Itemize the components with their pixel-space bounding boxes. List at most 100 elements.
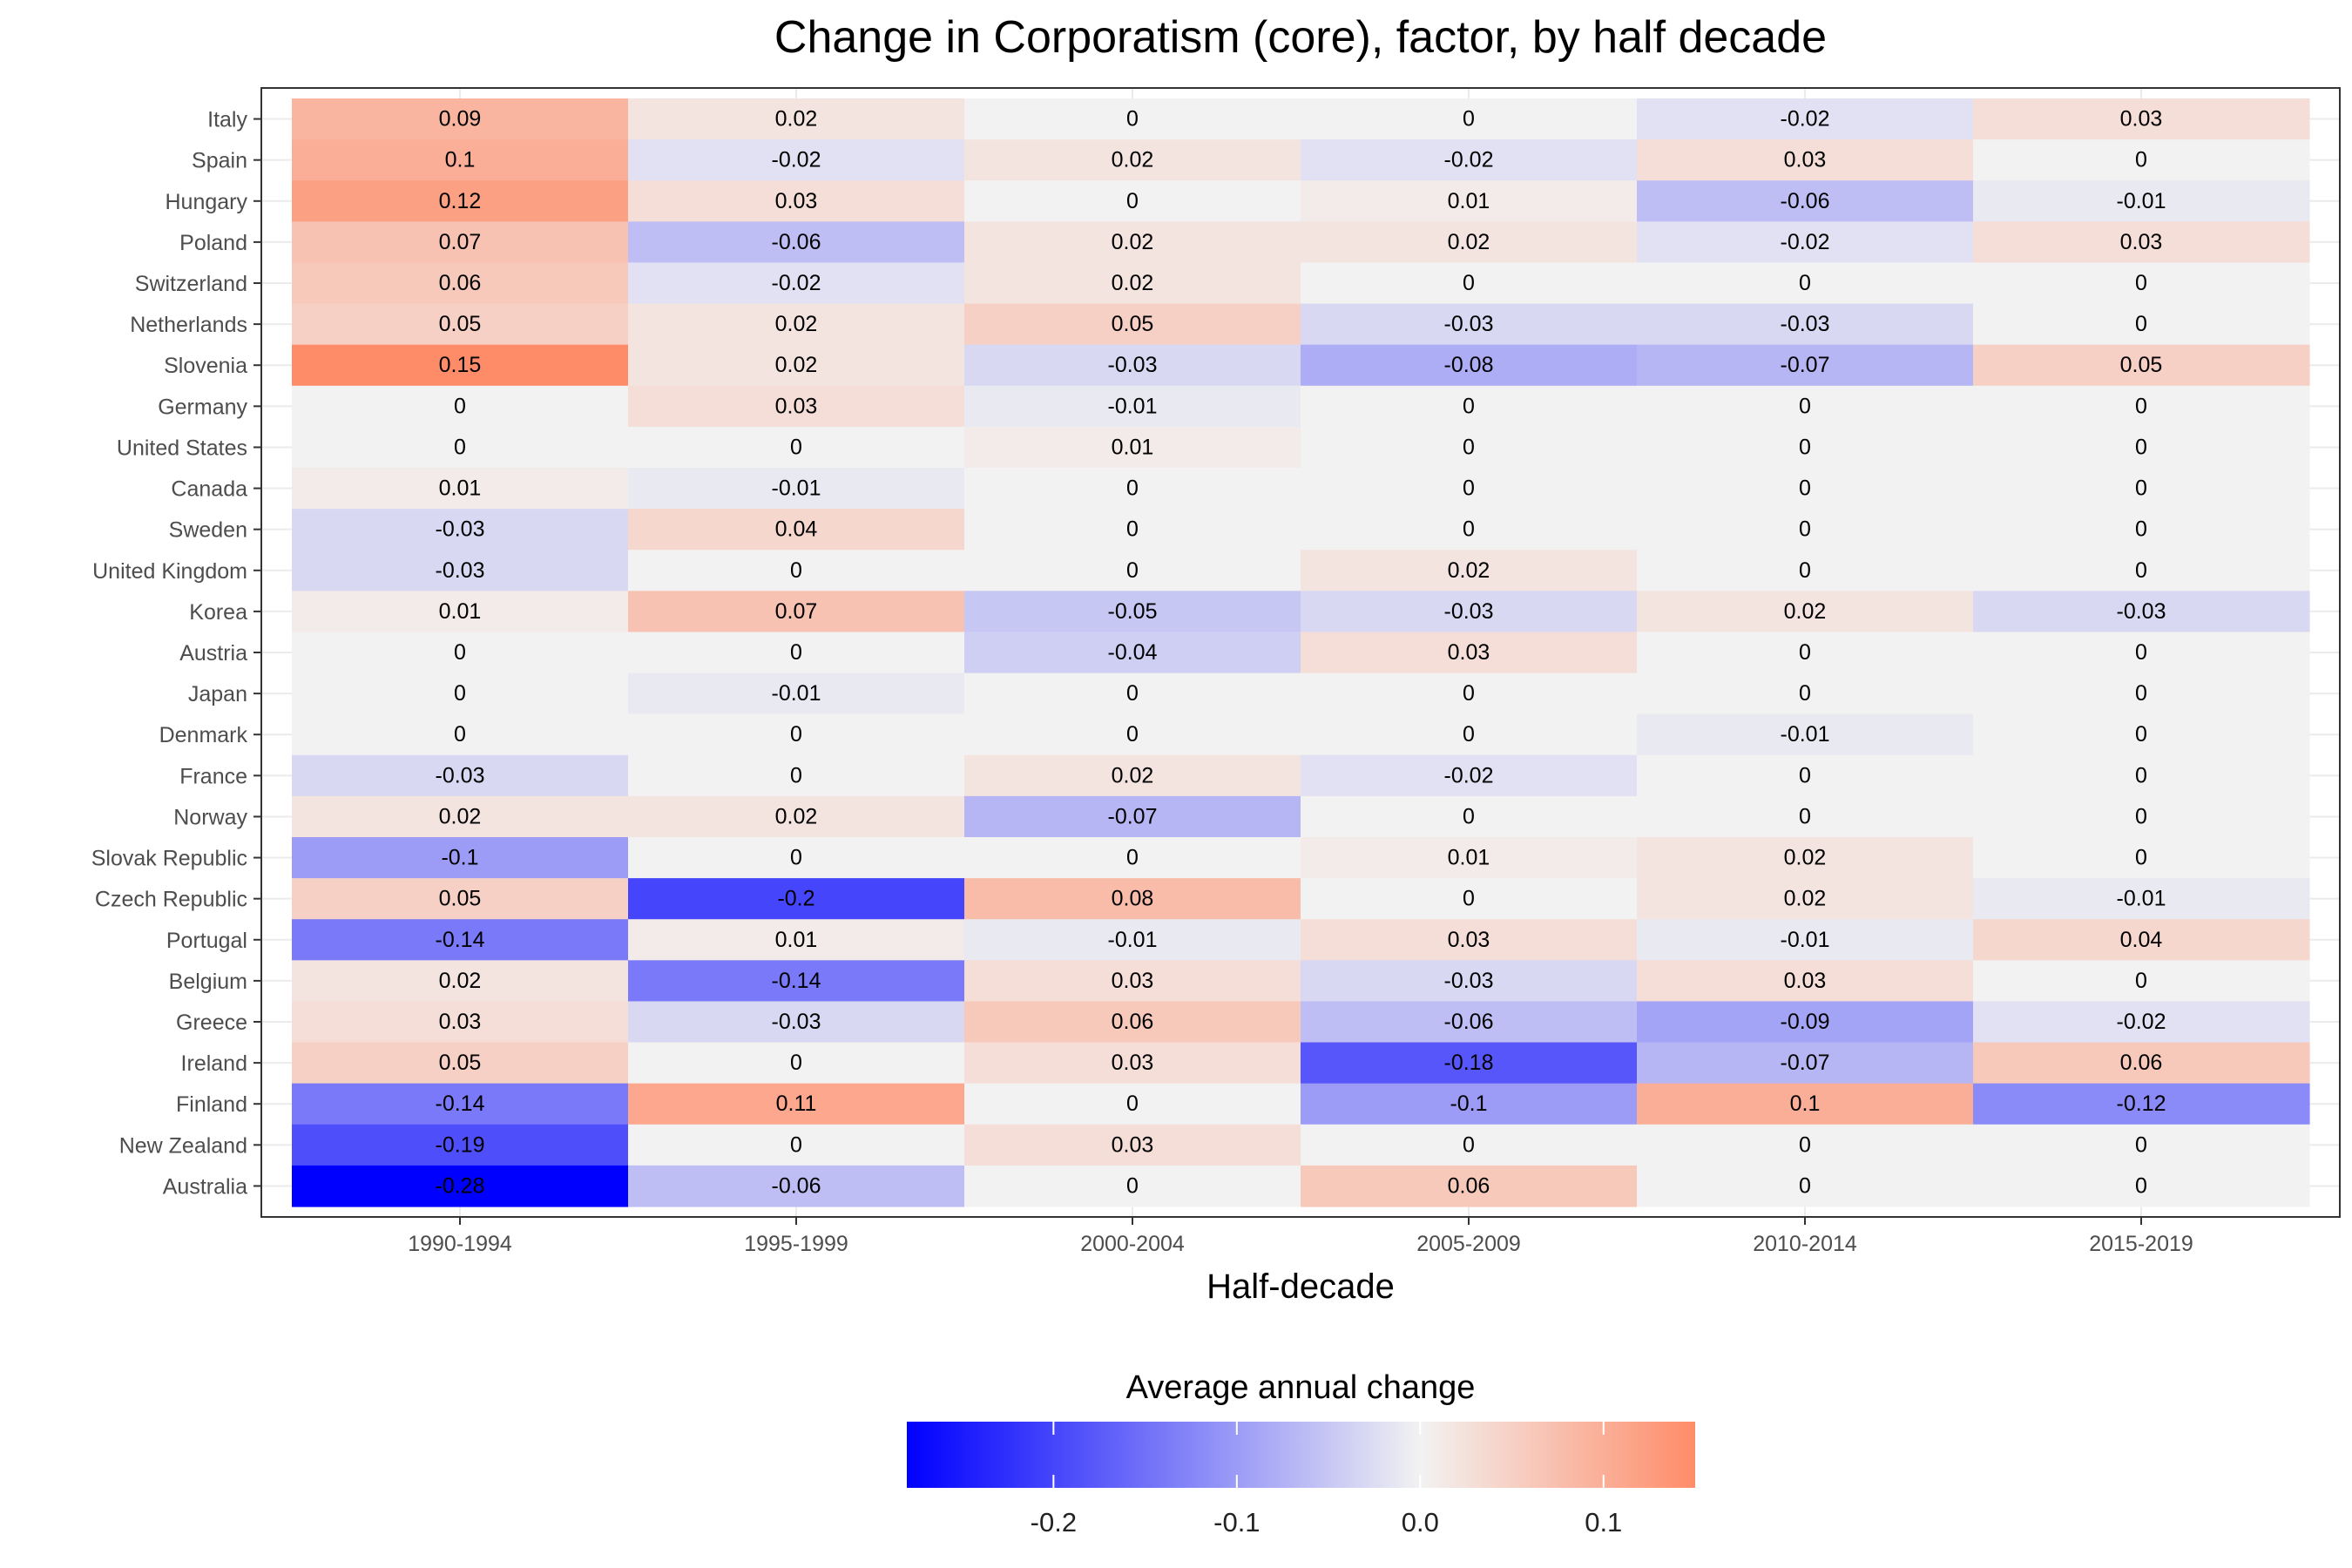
heatmap-cell: [1301, 795, 1638, 838]
heatmap-cell: [292, 919, 629, 961]
heatmap-cell: [1973, 180, 2310, 222]
cell-value-label: 0.04: [775, 517, 818, 542]
heatmap-cell: [292, 1124, 629, 1166]
heatmap-cell: [964, 221, 1301, 264]
cell-value-label: 0.03: [1112, 969, 1154, 993]
heatmap-cell: [964, 1165, 1301, 1207]
cell-value-label: -0.03: [1444, 969, 1494, 993]
heatmap-cell: [628, 426, 965, 469]
heatmap-cell: [964, 795, 1301, 838]
heatmap-cell: [964, 426, 1301, 469]
cell-value-label: -0.07: [1781, 1051, 1830, 1075]
cell-value-label: 0.05: [1112, 312, 1154, 336]
cell-value-label: 0: [1126, 476, 1139, 501]
heatmap-cell: [1637, 1165, 1974, 1207]
heatmap-cell: [1637, 960, 1974, 1003]
heatmap-cell: [1301, 632, 1638, 674]
cell-value-label: 0: [1799, 1173, 1811, 1198]
cell-value-label: 0: [2135, 558, 2147, 583]
cell-value-label: 0: [2135, 394, 2147, 418]
cell-value-label: -0.03: [436, 558, 485, 583]
cell-value-label: -0.01: [2117, 189, 2166, 213]
heatmap-cell: [964, 180, 1301, 222]
cell-value-label: 0: [790, 763, 802, 787]
heatmap-cell: [628, 713, 965, 756]
cell-value-label: -0.02: [772, 148, 821, 172]
heatmap-cell: [1301, 262, 1638, 305]
y-tick-label: Netherlands: [130, 313, 247, 337]
heatmap-cell: [628, 878, 965, 920]
cell-value-label: 0: [790, 1051, 802, 1075]
heatmap-cell: [964, 919, 1301, 961]
heatmap-cell: [628, 754, 965, 797]
heatmap-cell: [1301, 509, 1638, 551]
heatmap-cell: [292, 1042, 629, 1085]
cell-value-label: -0.06: [1781, 189, 1830, 213]
cell-value-label: 0: [2135, 148, 2147, 172]
heatmap-cell: [292, 754, 629, 797]
heatmap-cell: [628, 262, 965, 305]
heatmap-cell: [964, 1083, 1301, 1125]
cell-value-label: 0.01: [775, 928, 818, 952]
cell-value-label: -0.03: [1444, 312, 1494, 336]
heatmap-cell: [628, 509, 965, 551]
heatmap-cell: [1973, 385, 2310, 428]
heatmap-cell: [1973, 262, 2310, 305]
heatmap-cell: [1301, 385, 1638, 428]
heatmap-cell: [1301, 139, 1638, 181]
heatmap-cell: [1637, 139, 1974, 181]
heatmap-cell: [1637, 1042, 1974, 1085]
heatmap-cell: [628, 303, 965, 346]
cell-value-label: 0: [1463, 804, 1475, 828]
heatmap-cell: [1973, 344, 2310, 387]
cell-value-label: 0: [1463, 722, 1475, 747]
cell-value-label: 0: [2135, 804, 2147, 828]
heatmap-cell: [1301, 1083, 1638, 1125]
heatmap-cell: [292, 1001, 629, 1044]
y-tick-label: Slovenia: [164, 354, 247, 378]
cell-value-label: 0: [1799, 558, 1811, 583]
cell-value-label: 0.01: [1112, 435, 1154, 459]
heatmap-cell: [1637, 1124, 1974, 1166]
cell-value-label: -0.01: [772, 476, 821, 501]
cell-value-label: 0.05: [439, 1051, 482, 1075]
legend-tick-label: 0.1: [1585, 1507, 1622, 1538]
cell-value-label: 0.03: [1784, 148, 1827, 172]
cell-value-label: -0.05: [1108, 599, 1158, 624]
cell-value-label: 0.01: [1448, 846, 1490, 870]
cell-value-label: 0: [1126, 107, 1139, 132]
y-tick-label: Ireland: [181, 1051, 247, 1076]
heatmap-cell: [628, 960, 965, 1003]
y-tick-label: Norway: [173, 805, 247, 829]
heatmap-cell: [964, 960, 1301, 1003]
heatmap-cell: [292, 1083, 629, 1125]
heatmap-cell: [292, 960, 629, 1003]
cell-value-label: 0.03: [1448, 928, 1490, 952]
cell-value-label: 0: [1463, 887, 1475, 911]
cell-value-label: 0: [1799, 1132, 1811, 1157]
y-tick-label: Czech Republic: [95, 888, 247, 912]
cell-value-label: 0.03: [1784, 969, 1827, 993]
cell-value-label: 0: [2135, 846, 2147, 870]
heatmap-cell: [1973, 139, 2310, 181]
heatmap-cell: [1637, 713, 1974, 756]
cell-value-label: 0: [790, 435, 802, 459]
cell-value-label: 0: [1799, 763, 1811, 787]
heatmap-cell: [1301, 468, 1638, 510]
heatmap-cell: [628, 221, 965, 264]
heatmap-cell: [1637, 344, 1974, 387]
heatmap-cell: [292, 1165, 629, 1207]
cell-value-label: -0.03: [1444, 599, 1494, 624]
heatmap-cell: [1301, 1124, 1638, 1166]
heatmap-cell: [964, 878, 1301, 920]
heatmap-cell: [1301, 303, 1638, 346]
heatmap-cell: [628, 1042, 965, 1085]
heatmap-cell: [1637, 385, 1974, 428]
cell-value-label: -0.02: [1781, 230, 1830, 254]
cell-value-label: 0: [1799, 435, 1811, 459]
cell-value-label: -0.14: [436, 928, 485, 952]
cell-value-label: 0.07: [439, 230, 482, 254]
x-tick-label: 2005-2009: [1416, 1232, 1521, 1256]
cell-value-label: -0.06: [772, 1173, 821, 1198]
cell-value-label: -0.02: [1444, 763, 1494, 787]
